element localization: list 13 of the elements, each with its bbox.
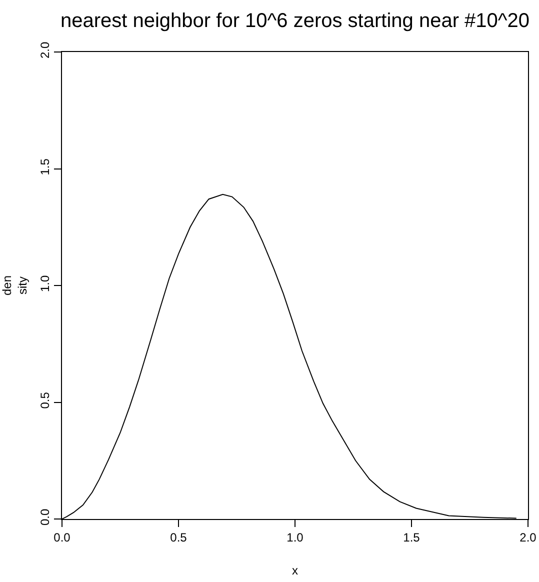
y-tick-label: 1.0 (38, 275, 52, 292)
y-tick-label: 1.5 (38, 158, 52, 176)
y-tick-label: 2.0 (38, 42, 52, 59)
y-tick-label: 0.5 (38, 392, 52, 409)
chart-title: nearest neighbor for 10^6 zeros starting near #10^20 (60, 10, 530, 32)
x-axis-title: x (292, 563, 298, 578)
x-tick-label: 1.0 (286, 530, 304, 544)
x-tick-label: 1.5 (403, 530, 420, 544)
x-tick-label: 0.0 (54, 530, 71, 544)
x-tick-label: 0.5 (170, 530, 188, 544)
y-tick-label: 0.0 (38, 508, 52, 526)
x-tick-label: 2.0 (520, 530, 537, 544)
y-axis-title: den sity (0, 275, 30, 296)
